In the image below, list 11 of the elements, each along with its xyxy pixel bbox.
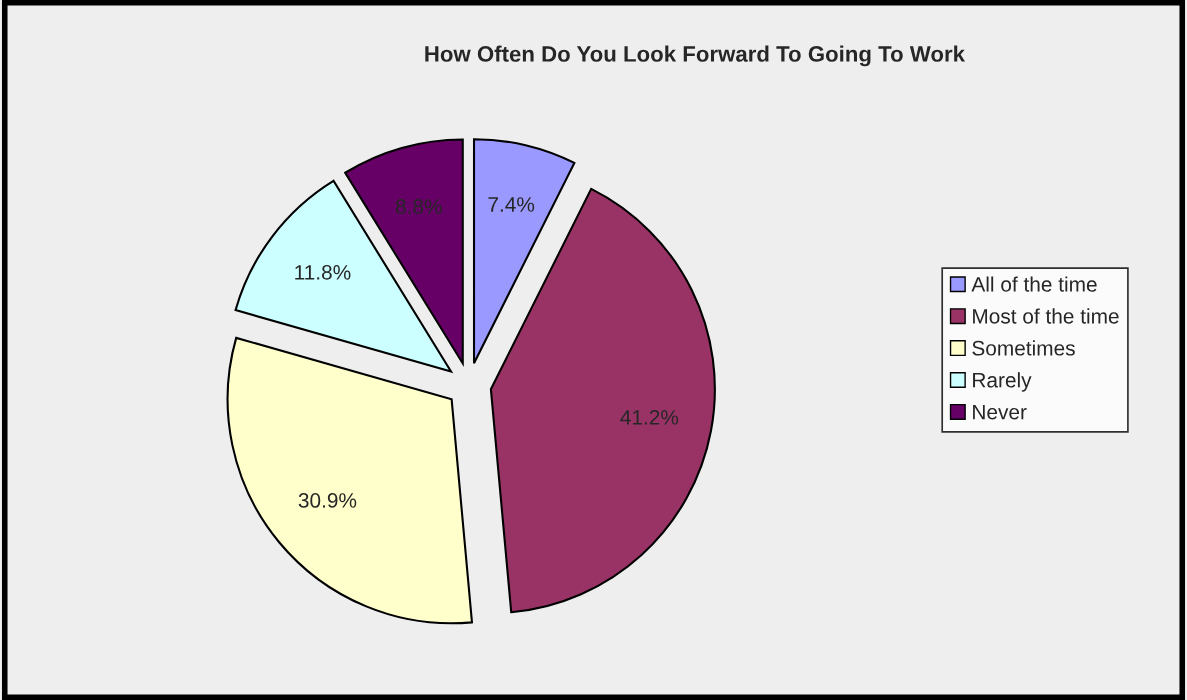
legend-label: All of the time [971,276,1097,292]
data-label: 11.8% [295,264,351,280]
data-label: 41.2% [620,409,679,425]
data-label: 30.9% [298,493,357,508]
data-label: 8.8% [395,199,442,214]
legend-label: Rarely [973,372,1032,392]
chart-title: How Often Do You Look Forward To Going To Work [425,45,966,67]
legend-label: Most of the time [973,308,1119,324]
data-label: 7.4% [488,197,535,212]
legend-label: Sometimes [972,340,1075,356]
legend-label: Never [973,404,1027,420]
